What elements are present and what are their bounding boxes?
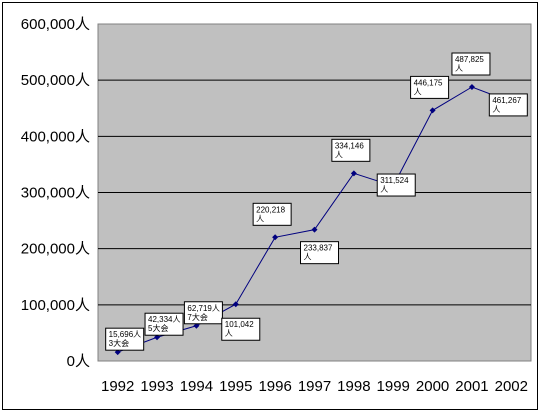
data-points [114,84,515,356]
svg-text:3大会: 3大会 [109,338,129,348]
svg-text:人: 人 [304,253,312,262]
data-point [350,170,357,177]
svg-text:487,825: 487,825 [455,55,484,64]
y-tick-label: 600,000人 [21,16,90,33]
x-tick-label: 1999 [377,378,410,395]
y-tick-label: 200,000人 [21,241,90,258]
y-tick-label: 500,000人 [21,72,90,89]
svg-text:人: 人 [455,64,463,73]
y-tick-label: 100,000人 [21,297,90,314]
x-tick-label: 1997 [298,378,331,395]
y-tick-label: 400,000人 [21,128,90,145]
svg-text:461,267: 461,267 [492,96,521,105]
svg-text:人: 人 [380,185,388,194]
svg-text:311,524: 311,524 [380,176,409,185]
svg-text:人: 人 [492,105,500,114]
data-point [272,234,279,241]
svg-text:人: 人 [335,150,343,159]
svg-text:人: 人 [256,214,264,223]
data-point [429,107,436,114]
svg-text:15,696人: 15,696人 [109,330,141,339]
x-tick-label: 1992 [101,378,134,395]
y-tick-label: 300,000人 [21,185,90,202]
x-tick-label: 1995 [219,378,252,395]
svg-text:5大会: 5大会 [148,323,168,333]
data-point [232,301,239,308]
x-tick-label: 1994 [180,378,213,395]
svg-text:233,837: 233,837 [304,244,333,253]
svg-text:人: 人 [414,87,422,96]
svg-text:42,334人: 42,334人 [148,315,180,324]
svg-text:7大会: 7大会 [187,312,207,322]
x-tick-label: 1996 [258,378,291,395]
x-tick-label: 2002 [495,378,528,395]
svg-text:220,218: 220,218 [256,205,285,214]
data-point [468,84,475,91]
data-labels: 15,696人3大会42,334人5大会62,719人7大会101,042人22… [105,52,528,351]
x-tick-label: 2000 [416,378,449,395]
svg-text:62,719人: 62,719人 [187,304,219,313]
x-tick-label: 2001 [455,378,488,395]
x-tick-label: 1993 [140,378,173,395]
x-tick-label: 1998 [337,378,370,395]
y-tick-label: 0人 [67,353,90,370]
svg-text:334,146: 334,146 [335,141,364,150]
data-point [311,226,318,233]
svg-text:101,042: 101,042 [225,320,254,329]
y-axis-ticks: 0人 100,000人 200,000人 300,000人 400,000人 500,00… [21,16,90,370]
svg-text:人: 人 [225,329,233,338]
svg-text:446,175: 446,175 [414,78,443,87]
x-axis-ticks: 1992 1993 1994 1995 1996 1997 1998 1999 2000 2001… [101,378,528,395]
